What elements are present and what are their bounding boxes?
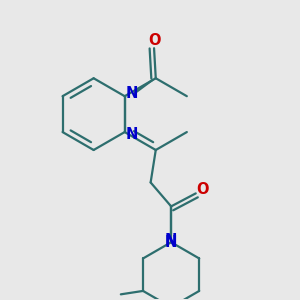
Text: O: O	[196, 182, 209, 197]
Text: N: N	[126, 127, 138, 142]
Text: N: N	[165, 233, 177, 248]
Text: O: O	[148, 33, 160, 48]
Text: N: N	[165, 235, 177, 250]
Text: N: N	[126, 86, 138, 101]
